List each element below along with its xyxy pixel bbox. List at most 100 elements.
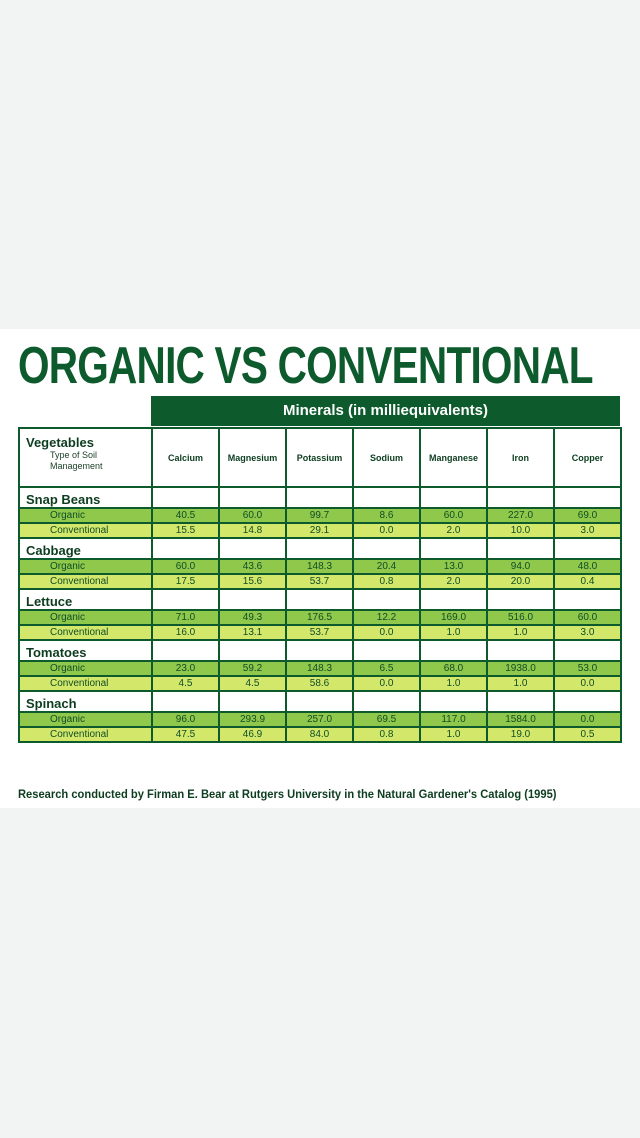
group-blank-cell — [553, 486, 622, 509]
group-row: Snap Beans — [18, 486, 622, 509]
mineral-value-cell: 94.0 — [486, 558, 555, 575]
mineral-value-cell: 2.0 — [419, 573, 488, 590]
mineral-value-cell: 13.0 — [419, 558, 488, 575]
mineral-value-cell: 69.0 — [553, 507, 622, 524]
group-blank-cell — [352, 486, 421, 509]
conventional-row: Conventional 15.5 14.8 29.1 0.0 2.0 10.0 3.0 — [18, 522, 622, 539]
mineral-value-cell: 0.4 — [553, 573, 622, 590]
vegetable-name: Lettuce — [18, 588, 153, 611]
page-title: ORGANIC VS CONVENTIONAL — [18, 337, 594, 395]
soil-type-label: Organic — [18, 558, 153, 575]
mineral-value-cell: 1.0 — [486, 624, 555, 641]
group-blank-cell — [285, 588, 354, 611]
group-blank-cell — [553, 639, 622, 662]
mineral-value-cell: 69.5 — [352, 711, 421, 728]
column-header: Iron — [486, 427, 555, 488]
mineral-value-cell: 3.0 — [553, 624, 622, 641]
conventional-row: Conventional 4.5 4.5 58.6 0.0 1.0 1.0 0.0 — [18, 675, 622, 692]
mineral-value-cell: 1.0 — [419, 624, 488, 641]
mineral-value-cell: 60.0 — [553, 609, 622, 626]
vegetable-name: Snap Beans — [18, 486, 153, 509]
soil-type-label: Conventional — [18, 573, 153, 590]
group-blank-cell — [553, 690, 622, 713]
group-blank-cell — [218, 588, 287, 611]
mineral-value-cell: 4.5 — [151, 675, 220, 692]
mineral-value-cell: 6.5 — [352, 660, 421, 677]
mineral-value-cell: 99.7 — [285, 507, 354, 524]
group-blank-cell — [218, 537, 287, 560]
mineral-value-cell: 0.5 — [553, 726, 622, 743]
mineral-value-cell: 40.5 — [151, 507, 220, 524]
mineral-value-cell: 71.0 — [151, 609, 220, 626]
vegetable-name: Spinach — [18, 690, 153, 713]
vegetables-header: Vegetables Type of Soil Management — [18, 427, 153, 488]
mineral-value-cell: 59.2 — [218, 660, 287, 677]
mineral-value-cell: 53.7 — [285, 624, 354, 641]
mineral-value-cell: 23.0 — [151, 660, 220, 677]
mineral-value-cell: 169.0 — [419, 609, 488, 626]
organic-row: Organic 96.0 293.9 257.0 69.5 117.0 1584.0 0.0 — [18, 711, 622, 728]
mineral-value-cell: 15.5 — [151, 522, 220, 539]
organic-row: Organic 71.0 49.3 176.5 12.2 169.0 516.0 60.0 — [18, 609, 622, 626]
mineral-value-cell: 58.6 — [285, 675, 354, 692]
mineral-table: Vegetables Type of Soil Management Calci… — [18, 427, 622, 743]
mineral-value-cell: 84.0 — [285, 726, 354, 743]
mineral-value-cell: 68.0 — [419, 660, 488, 677]
soil-type-label: Conventional — [18, 675, 153, 692]
group-blank-cell — [151, 588, 220, 611]
mineral-value-cell: 60.0 — [151, 558, 220, 575]
group-blank-cell — [486, 537, 555, 560]
infographic-card: ORGANIC VS CONVENTIONAL Minerals (in mil… — [0, 329, 640, 808]
soil-type-label: Conventional — [18, 726, 153, 743]
vegetables-heading: Vegetables — [26, 435, 94, 450]
group-blank-cell — [419, 639, 488, 662]
mineral-value-cell: 2.0 — [419, 522, 488, 539]
mineral-value-cell: 46.9 — [218, 726, 287, 743]
group-blank-cell — [352, 537, 421, 560]
mineral-value-cell: 0.8 — [352, 573, 421, 590]
soil-type-label: Organic — [18, 507, 153, 524]
group-blank-cell — [151, 690, 220, 713]
conventional-row: Conventional 47.5 46.9 84.0 0.8 1.0 19.0 0.5 — [18, 726, 622, 743]
group-blank-cell — [285, 690, 354, 713]
group-blank-cell — [352, 639, 421, 662]
group-blank-cell — [486, 639, 555, 662]
mineral-value-cell: 48.0 — [553, 558, 622, 575]
mineral-value-cell: 19.0 — [486, 726, 555, 743]
column-header: Sodium — [352, 427, 421, 488]
column-header: Magnesium — [218, 427, 287, 488]
mineral-value-cell: 257.0 — [285, 711, 354, 728]
mineral-value-cell: 16.0 — [151, 624, 220, 641]
mineral-value-cell: 12.2 — [352, 609, 421, 626]
mineral-value-cell: 8.6 — [352, 507, 421, 524]
group-blank-cell — [419, 690, 488, 713]
mineral-value-cell: 96.0 — [151, 711, 220, 728]
soil-type-label: Organic — [18, 711, 153, 728]
source-caption: Research conducted by Firman E. Bear at … — [18, 787, 620, 801]
organic-row: Organic 23.0 59.2 148.3 6.5 68.0 1938.0 53.0 — [18, 660, 622, 677]
mineral-value-cell: 1584.0 — [486, 711, 555, 728]
group-blank-cell — [486, 588, 555, 611]
mineral-value-cell: 13.1 — [218, 624, 287, 641]
group-blank-cell — [352, 588, 421, 611]
mineral-value-cell: 53.0 — [553, 660, 622, 677]
mineral-value-cell: 14.8 — [218, 522, 287, 539]
group-blank-cell — [553, 537, 622, 560]
soil-type-label: Conventional — [18, 522, 153, 539]
mineral-value-cell: 0.0 — [352, 675, 421, 692]
column-header: Calcium — [151, 427, 220, 488]
group-blank-cell — [285, 639, 354, 662]
mineral-value-cell: 0.8 — [352, 726, 421, 743]
mineral-value-cell: 60.0 — [218, 507, 287, 524]
mineral-value-cell: 148.3 — [285, 660, 354, 677]
source-caption-text: Research conducted by Firman E. Bear at … — [18, 787, 557, 801]
mineral-value-cell: 0.0 — [352, 624, 421, 641]
group-blank-cell — [486, 690, 555, 713]
mineral-value-cell: 0.0 — [352, 522, 421, 539]
mineral-value-cell: 10.0 — [486, 522, 555, 539]
group-blank-cell — [285, 486, 354, 509]
mineral-value-cell: 0.0 — [553, 711, 622, 728]
conventional-row: Conventional 17.5 15.6 53.7 0.8 2.0 20.0 0.4 — [18, 573, 622, 590]
mineral-value-cell: 4.5 — [218, 675, 287, 692]
mineral-value-cell: 1938.0 — [486, 660, 555, 677]
